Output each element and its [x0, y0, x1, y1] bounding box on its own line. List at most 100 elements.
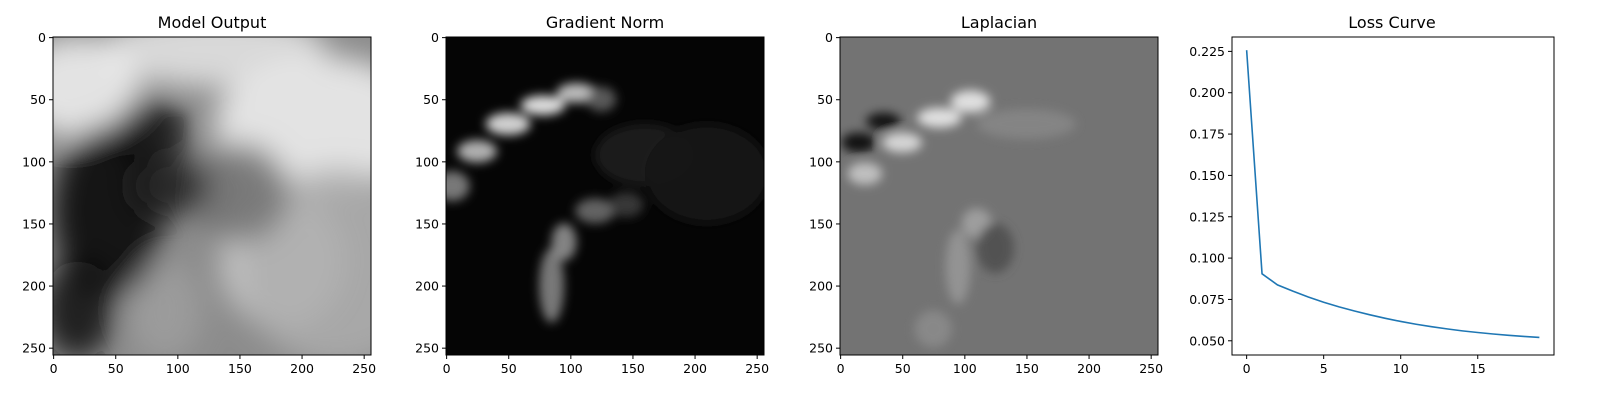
x-tick-label: 0: [443, 361, 451, 376]
y-tick-label: 200: [809, 279, 833, 294]
y-axis: 0 50 100 150 200 250: [22, 30, 53, 356]
y-tick-label: 0: [431, 30, 439, 45]
x-tick-label: 0: [1243, 361, 1251, 376]
y-tick-label: 0.050: [1189, 333, 1225, 348]
heatmap-region: [53, 260, 116, 355]
x-tick-label: 100: [559, 361, 583, 376]
heatmap-region: [950, 90, 991, 113]
heatmap-region: [102, 37, 327, 87]
heatmap-region: [446, 171, 470, 201]
y-tick-label: 0.125: [1189, 209, 1225, 224]
x-tick-label: 100: [953, 361, 977, 376]
heatmap-region: [914, 310, 952, 348]
y-tick-label: 100: [22, 154, 46, 169]
heatmap-region: [485, 112, 531, 136]
y-tick-label: 0: [825, 30, 833, 45]
y-tick-label: 0.225: [1189, 44, 1225, 59]
x-axis: 0 50 100 150 200 250: [443, 355, 769, 376]
axes-frame: [1231, 36, 1555, 356]
heatmap-region: [841, 132, 877, 153]
y-tick-label: 250: [415, 341, 439, 356]
x-tick-label: 10: [1393, 361, 1409, 376]
heatmap-texture: [446, 82, 764, 323]
y-tick-label: 0.200: [1189, 85, 1225, 100]
y-tick-label: 50: [423, 92, 439, 107]
y-tick-label: 150: [22, 216, 46, 231]
y-tick-label: 150: [415, 216, 439, 231]
heatmap-region: [53, 37, 140, 137]
x-tick-label: 15: [1470, 361, 1486, 376]
heatmap-region: [189, 142, 290, 242]
heatmap-region: [847, 162, 883, 185]
heatmap-region: [133, 155, 209, 218]
y-tick-label: 250: [809, 341, 833, 356]
x-tick-label: 250: [745, 361, 769, 376]
panel-loss-curve: Loss Curve 0 5 10 15 0.0500.0750.1000.1250.…: [1189, 13, 1555, 376]
heatmap-region: [520, 95, 566, 116]
y-tick-label: 50: [817, 92, 833, 107]
panel-gradient-norm: Gradient Norm 0 50 100 150 200 250 0 50 100 150 2…: [415, 13, 769, 376]
y-tick-label: 0.150: [1189, 168, 1225, 183]
x-tick-label: 0: [50, 361, 58, 376]
axes-frame: [839, 36, 1159, 356]
y-tick-label: 0.100: [1189, 251, 1225, 266]
heatmap-region: [53, 123, 165, 298]
title-model-output: Model Output: [158, 13, 267, 32]
title-loss-curve: Loss Curve: [1348, 13, 1435, 32]
heatmap-region: [127, 260, 203, 355]
heatmap-region: [976, 109, 1077, 139]
x-tick-label: 50: [501, 361, 517, 376]
panel-model-output: Model Output 0 50 100 150 200 250 0 50 100 150 20…: [22, 13, 376, 376]
y-tick-label: 200: [415, 279, 439, 294]
heatmap-region: [866, 112, 901, 131]
x-tick-label: 200: [1077, 361, 1101, 376]
y-tick-label: 200: [22, 279, 46, 294]
x-tick-label: 5: [1320, 361, 1328, 376]
x-tick-label: 100: [166, 361, 190, 376]
panel-laplacian: Laplacian 0 50 100 150 200 250 0 50 100 150 200 25…: [809, 13, 1163, 376]
heatmap-region: [586, 86, 617, 112]
heatmap-region: [976, 223, 1014, 274]
x-tick-label: 150: [621, 361, 645, 376]
y-tick-label: 250: [22, 341, 46, 356]
x-tick-label: 250: [352, 361, 376, 376]
y-tick-label: 100: [809, 154, 833, 169]
x-tick-label: 200: [683, 361, 707, 376]
y-tick-label: 0.175: [1189, 127, 1225, 142]
heatmap-region: [882, 132, 922, 153]
y-tick-label: 0: [38, 30, 46, 45]
heatmap-region: [608, 192, 644, 218]
axes-frame: [445, 36, 765, 356]
heatmap-texture: [53, 37, 371, 355]
y-axis: 0.050 0.075 0.100 0.125 0.150 0.175 0.200 0.225: [1189, 44, 1232, 348]
heatmap-region: [457, 140, 497, 163]
y-tick-label: 100: [415, 154, 439, 169]
x-tick-label: 0: [837, 361, 845, 376]
x-tick-label: 150: [228, 361, 252, 376]
heatmap-region: [556, 82, 597, 103]
y-axis: 0 50 100 150 200 250: [415, 30, 446, 356]
x-tick-label: 150: [1015, 361, 1039, 376]
x-tick-label: 250: [1139, 361, 1163, 376]
title-gradient-norm: Gradient Norm: [546, 13, 664, 32]
y-tick-label: 0.075: [1189, 292, 1225, 307]
x-axis: 0 50 100 150 200 250: [837, 355, 1163, 376]
plot-area: [1245, 50, 1540, 339]
loss-line: [1245, 50, 1540, 339]
heatmap-laplacian: [840, 37, 1158, 355]
y-tick-label: 50: [30, 92, 46, 107]
heatmap-region: [644, 123, 764, 224]
x-tick-label: 50: [895, 361, 911, 376]
heatmap-region: [945, 229, 971, 305]
title-laplacian: Laplacian: [961, 13, 1037, 32]
heatmap-region: [917, 107, 962, 128]
y-tick-label: 150: [809, 216, 833, 231]
x-tick-label: 50: [108, 361, 124, 376]
x-axis: 0 50 100 150 200 250: [50, 355, 376, 376]
x-axis: 0 5 10 15: [1243, 355, 1486, 376]
y-axis: 0 50 100 150 200 250: [809, 30, 840, 356]
heatmap-region: [551, 223, 577, 261]
heatmap-region: [539, 248, 565, 323]
axes-frame: [52, 36, 372, 356]
